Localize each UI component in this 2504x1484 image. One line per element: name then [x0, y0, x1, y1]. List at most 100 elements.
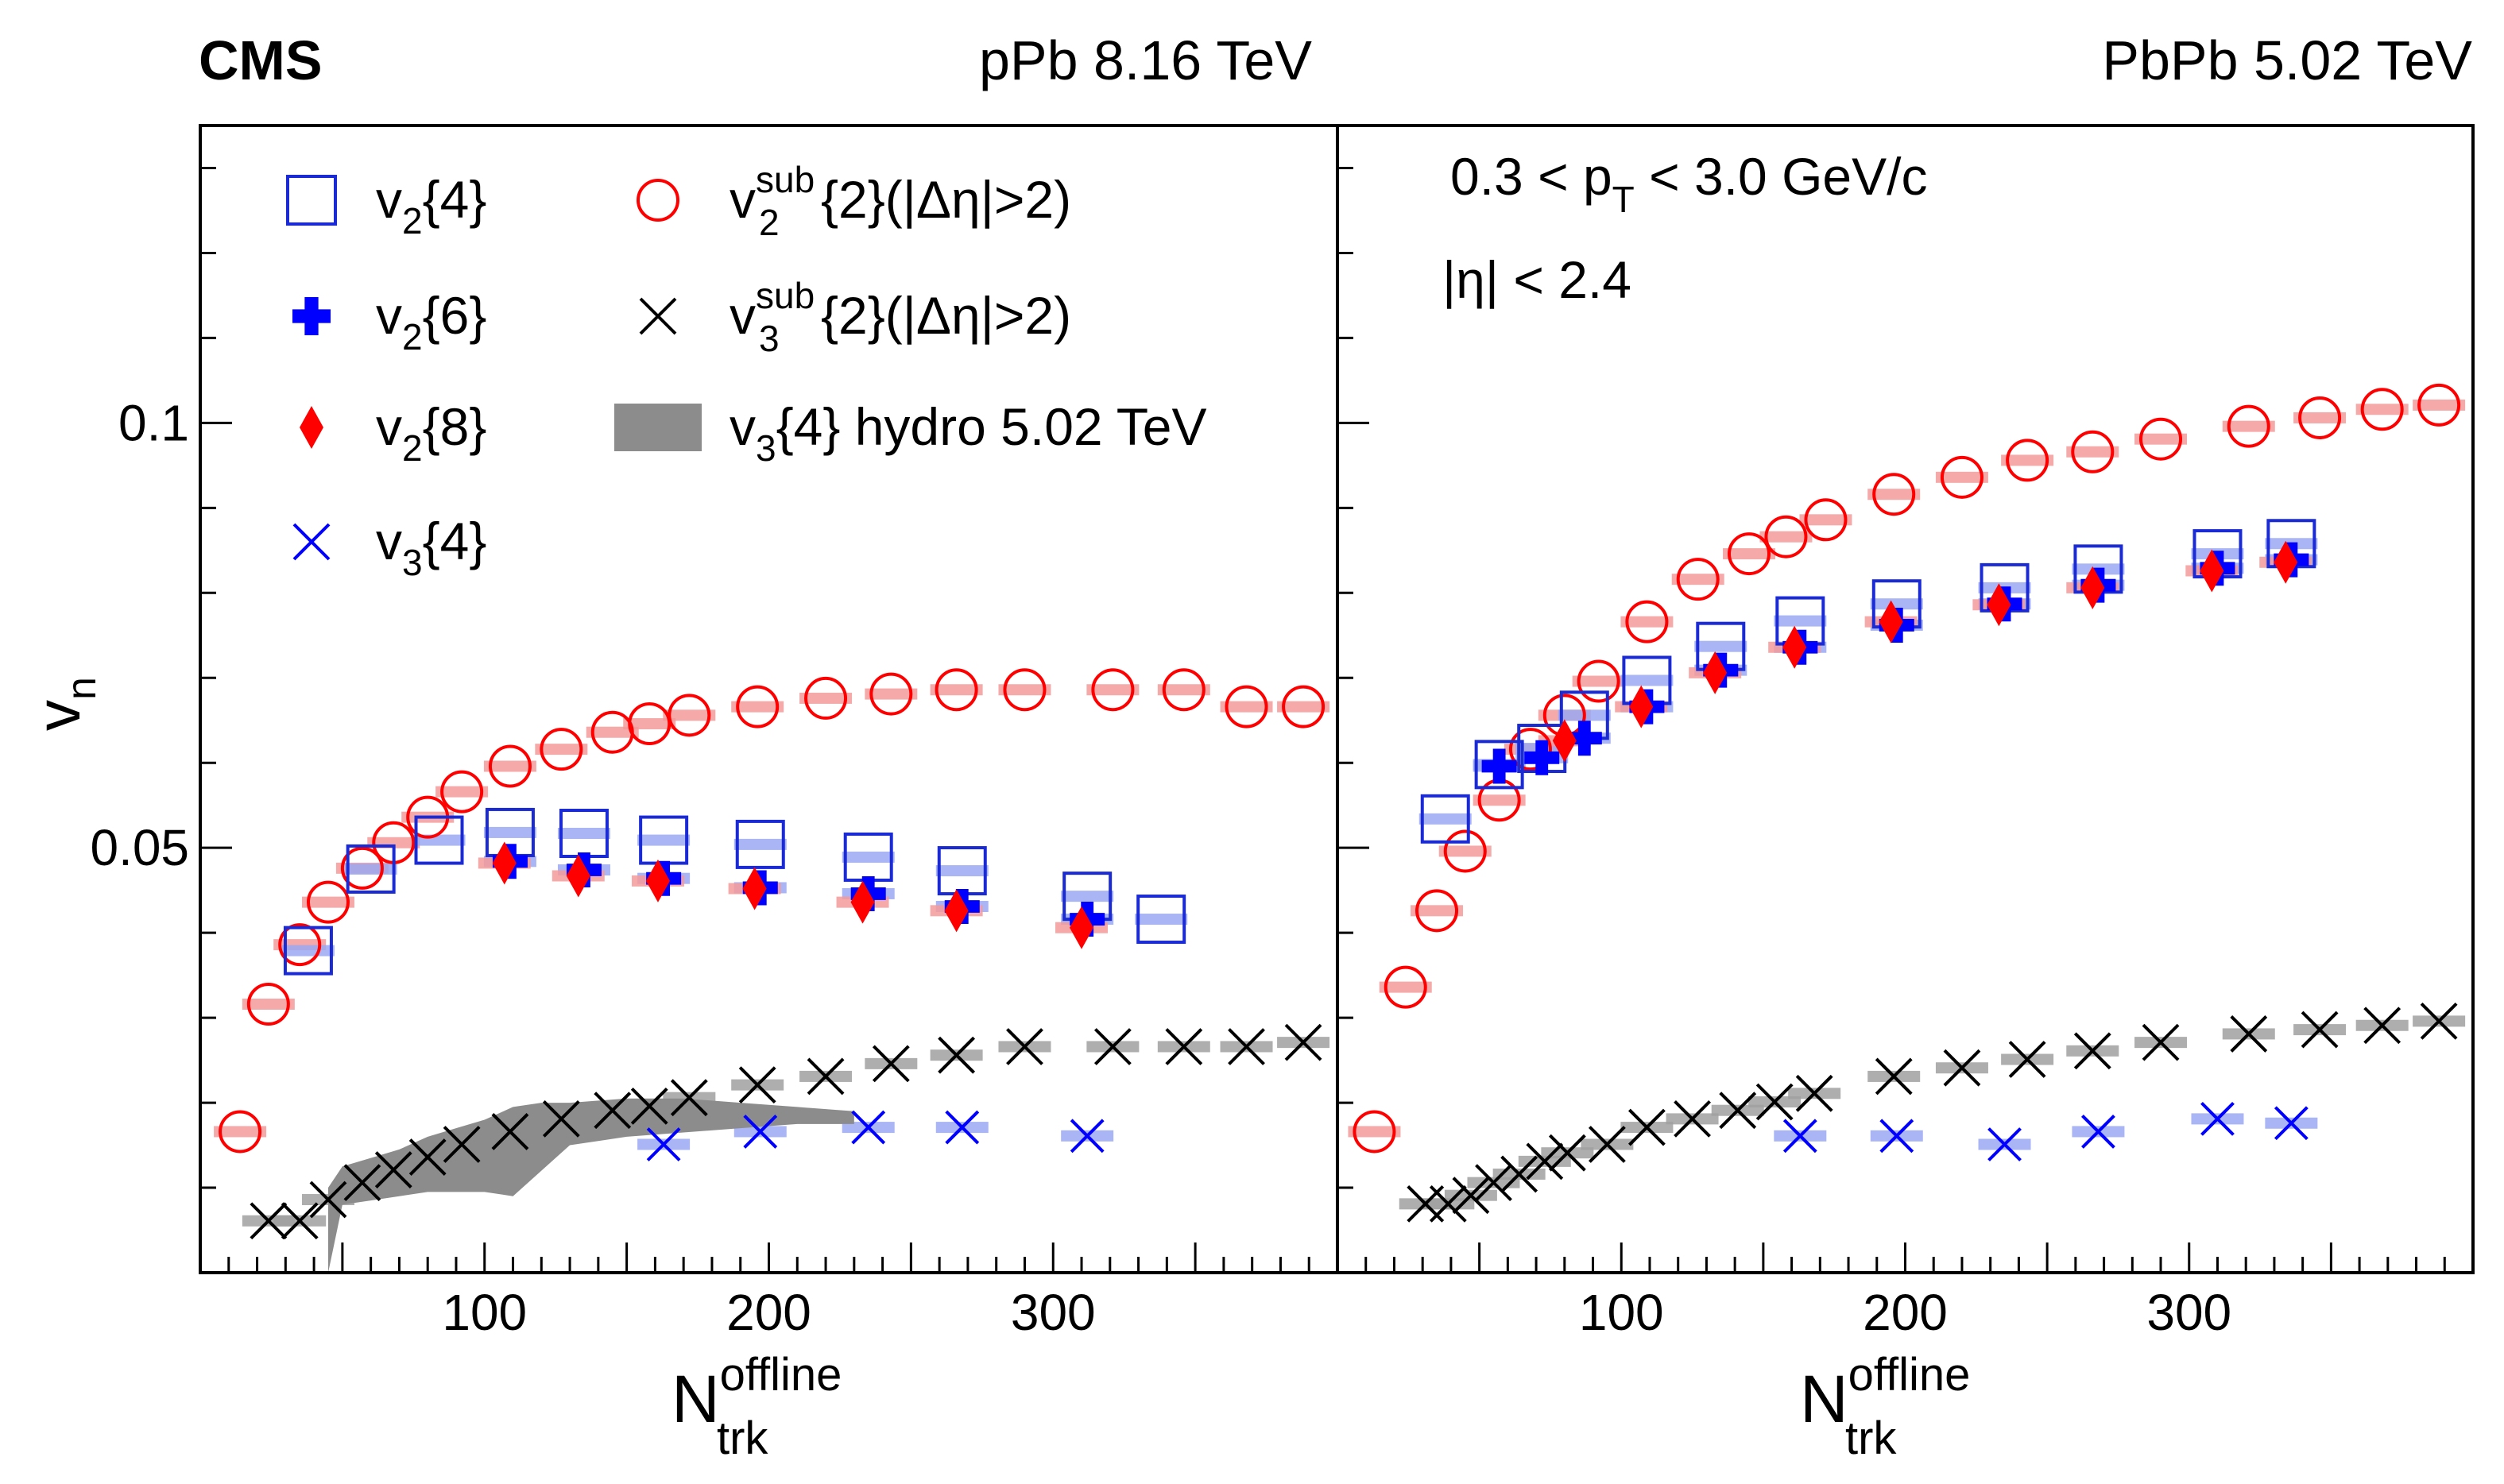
- x-tick-label: 300: [1011, 1284, 1096, 1341]
- point-v2-8: [1879, 600, 1903, 643]
- point-v2sub: [1353, 1110, 1396, 1154]
- legend-label-v2_8: v2{8}: [376, 397, 486, 469]
- point-v3sub: [250, 1202, 288, 1240]
- point-v3sub: [1755, 1083, 1794, 1121]
- syst-band-v2_4: [281, 945, 335, 956]
- point-v2-8: [1552, 719, 1577, 763]
- point-v3-4: [2200, 1101, 2235, 1136]
- point-v2-4: [283, 926, 333, 976]
- syst-band-v2sub: [242, 998, 295, 1010]
- point-v3sub: [1719, 1092, 1757, 1130]
- x-tick-label: 200: [1863, 1284, 1948, 1341]
- point-v2-4: [346, 844, 396, 894]
- point-v3sub: [491, 1113, 529, 1150]
- point-v3sub: [2008, 1041, 2046, 1078]
- point-v2-8: [1629, 685, 1654, 728]
- point-v3sub: [630, 1087, 668, 1125]
- syst-band-v2sub: [799, 692, 853, 704]
- point-v3-4: [1070, 1119, 1105, 1154]
- syst-band-v2_4: [1418, 813, 1472, 825]
- cut-eta: |η| < 2.4: [1442, 250, 1631, 309]
- syst-band-v2sub: [1572, 675, 1625, 687]
- point-v2sub: [1764, 515, 1808, 558]
- point-v2sub: [2298, 396, 2342, 439]
- x-axis-label-right: Noffline trk: [1800, 1349, 1970, 1464]
- point-v3sub: [542, 1099, 580, 1138]
- point-v2sub: [340, 846, 384, 890]
- point-v3sub: [1452, 1177, 1490, 1215]
- point-v2sub: [628, 702, 671, 746]
- point-v3sub: [2301, 1011, 2339, 1049]
- point-v3sub: [2230, 1015, 2268, 1053]
- point-v3-4: [945, 1110, 980, 1145]
- syst-band-v2sub: [483, 760, 536, 772]
- syst-band-v2_4: [1061, 891, 1114, 902]
- syst-band-v2sub: [1157, 684, 1210, 696]
- syst-band-v2_4: [483, 826, 536, 838]
- point-v2sub: [1415, 889, 1459, 933]
- legend-label-hydro: v3{4} hydro 5.02 TeV: [730, 397, 1206, 469]
- point-v3sub: [1093, 1028, 1132, 1065]
- syst-band-v2sub: [535, 744, 588, 756]
- point-v2-8: [2200, 549, 2224, 593]
- legend-label-v2_6: v2{6}: [376, 286, 486, 357]
- legend-label-v3sub: vsub 3 {2}(|Δη|>2): [730, 275, 1071, 359]
- point-v2sub: [488, 744, 532, 788]
- point-v2sub: [540, 728, 583, 771]
- point-v2sub: [306, 880, 350, 924]
- point-v3-4: [1879, 1119, 1914, 1154]
- syst-band-v2_4: [557, 828, 610, 840]
- point-v2sub: [1091, 668, 1135, 712]
- point-v2sub: [219, 1110, 262, 1154]
- syst-band-v2sub: [1438, 845, 1492, 857]
- point-v3sub: [281, 1202, 319, 1240]
- point-v3sub: [1429, 1184, 1467, 1223]
- point-v3sub: [1588, 1126, 1626, 1163]
- point-v3sub: [1284, 1023, 1322, 1061]
- point-v3sub: [738, 1066, 776, 1104]
- legend-marker-v2sub: [637, 179, 679, 222]
- legend-marker-hydro: [614, 404, 702, 451]
- experiment-label: CMS: [199, 29, 323, 91]
- point-v2-8: [2080, 566, 2105, 609]
- point-v3-4: [743, 1115, 778, 1149]
- point-v2sub: [1384, 965, 1427, 1009]
- syst-band-v2_4: [1694, 640, 1747, 652]
- point-v3sub: [1165, 1028, 1203, 1065]
- syst-band-v2_4: [935, 865, 989, 877]
- point-v3sub: [1795, 1074, 1833, 1112]
- syst-band-v2sub: [865, 688, 918, 700]
- point-v2-4: [1136, 895, 1186, 945]
- markers-layer: [219, 383, 2461, 1240]
- point-v3sub: [374, 1151, 412, 1188]
- y-axis-label: vn: [23, 677, 105, 731]
- point-v2-8: [1070, 906, 1094, 949]
- point-v2sub: [2227, 404, 2270, 448]
- point-v3-4: [1987, 1127, 2022, 1161]
- legend: v2{4} v2{6} v2{8} v3{4} vsub 2 {2}(|Δη|>2) vsub…: [286, 159, 1206, 583]
- panel-frames: [199, 124, 2475, 1274]
- syst-band-v2sub: [1411, 905, 1464, 917]
- point-v2sub: [2071, 430, 2115, 473]
- point-v3sub: [309, 1181, 347, 1219]
- syst-band-v2sub: [301, 896, 354, 908]
- point-v2sub: [869, 672, 913, 716]
- cut-pt: 0.3 < pT < 3.0 GeV/c: [1450, 147, 1928, 220]
- point-v2sub: [440, 770, 484, 813]
- point-v2sub: [1625, 600, 1669, 643]
- point-v2sub: [1728, 532, 1771, 576]
- syst-band-v2sub: [1620, 616, 1674, 628]
- point-v2sub: [1872, 473, 1916, 516]
- point-v2-8: [742, 867, 767, 910]
- left-system-label: pPb 8.16 TeV: [978, 29, 1312, 91]
- point-v3sub: [343, 1164, 381, 1202]
- legend-marker-v2_4: [286, 175, 337, 226]
- point-v3sub: [1475, 1164, 1512, 1202]
- syst-band-v2sub: [1723, 548, 1776, 560]
- point-v2sub: [1940, 455, 1983, 499]
- point-v2sub: [935, 668, 978, 712]
- point-v2-4: [414, 815, 464, 865]
- point-v2-8: [1703, 651, 1728, 694]
- syst-band-v2sub: [1473, 794, 1526, 806]
- point-v2sub: [668, 694, 711, 737]
